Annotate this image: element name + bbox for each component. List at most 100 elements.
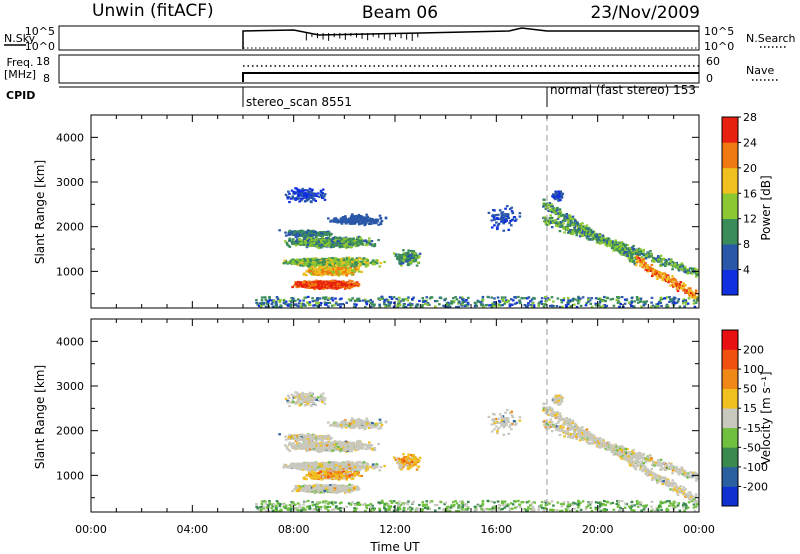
power-cell — [319, 263, 323, 266]
power-cell — [296, 284, 300, 287]
power-cell — [615, 245, 619, 248]
power-cell — [560, 214, 563, 217]
freq-tick-bottom: 8 — [43, 72, 50, 85]
power-cell — [606, 243, 610, 246]
power-cell — [579, 230, 582, 234]
power-cell — [293, 262, 296, 265]
power-cell — [306, 244, 309, 247]
power-cell — [320, 236, 324, 239]
power-cell — [343, 261, 347, 264]
power-cell — [632, 260, 635, 264]
power-cell — [342, 263, 345, 266]
power-cell — [303, 263, 306, 267]
power-cell — [510, 206, 514, 209]
power-cell — [366, 259, 369, 262]
power-cell — [557, 213, 561, 216]
power-cell — [349, 218, 352, 221]
power-cell — [511, 211, 515, 215]
power-cell — [510, 219, 514, 222]
power-cell — [598, 238, 601, 241]
power-cell — [331, 268, 335, 272]
power-cell — [345, 242, 348, 246]
power-cell — [305, 261, 308, 264]
power-cell — [317, 195, 321, 198]
power-cell — [502, 219, 506, 222]
power-cell — [342, 261, 345, 265]
power-cell — [341, 282, 345, 285]
power-cell — [321, 233, 325, 236]
power-cell — [315, 237, 318, 240]
power-cell — [638, 253, 641, 257]
power-cell — [300, 239, 303, 242]
power-cell — [343, 273, 346, 276]
power-cell — [289, 197, 293, 200]
power-cell — [584, 225, 587, 228]
power-cell — [414, 259, 417, 262]
power-cell — [371, 217, 374, 221]
power-cell — [328, 273, 332, 276]
power-cell — [365, 213, 368, 216]
power-cell — [302, 230, 305, 233]
power-cell — [299, 197, 303, 200]
power-cell — [558, 220, 562, 224]
power-cell — [410, 260, 413, 264]
power-cell — [598, 233, 601, 237]
power-cell — [642, 252, 646, 255]
power-cell — [307, 260, 311, 263]
power-cell — [336, 272, 339, 275]
power-cell — [321, 285, 324, 288]
power-cell — [321, 238, 325, 241]
power-cell — [306, 189, 310, 192]
power-cell — [632, 244, 635, 248]
power-cell — [341, 220, 345, 224]
power-cell — [493, 224, 496, 227]
power-cell — [508, 222, 511, 225]
power-cell — [336, 241, 340, 245]
power-cell — [568, 214, 571, 217]
power-cell — [323, 198, 327, 201]
power-cell — [375, 218, 378, 221]
power-cell — [376, 220, 379, 223]
power-cell — [614, 239, 617, 242]
power-cell — [626, 254, 629, 257]
power-cell — [550, 216, 554, 220]
power-cell — [620, 244, 623, 247]
power-cell — [290, 189, 294, 192]
power-cell — [362, 257, 366, 260]
power-cell — [305, 197, 309, 201]
power-cell — [639, 264, 642, 267]
power-cell — [416, 261, 420, 264]
power-cell — [317, 240, 321, 243]
power-cell — [323, 261, 327, 264]
power-cell — [401, 254, 404, 257]
power-cell — [566, 223, 570, 226]
power-cell — [328, 244, 332, 248]
power-cell — [631, 246, 634, 249]
power-cell — [614, 243, 617, 246]
power-cell — [288, 200, 291, 204]
power-cell — [375, 262, 379, 265]
power-cell — [301, 189, 305, 192]
power-cell — [644, 257, 648, 260]
power-cell — [493, 217, 497, 221]
power-cell — [396, 256, 399, 259]
power-cell — [627, 248, 630, 251]
power-cell — [355, 265, 359, 268]
power-cell — [301, 281, 305, 284]
power-cell — [286, 197, 290, 200]
power-cell — [317, 232, 320, 235]
power-cell — [309, 284, 312, 287]
power-cell — [613, 241, 617, 245]
power-cell — [577, 229, 581, 232]
power-cell — [412, 249, 415, 253]
power-cell — [332, 272, 336, 275]
power-cell — [500, 218, 504, 221]
power-cell — [612, 248, 616, 251]
power-cell — [621, 242, 625, 245]
power-cell — [409, 249, 413, 253]
power-cell — [573, 218, 577, 221]
power-cell — [404, 254, 408, 257]
power-cell — [297, 194, 301, 197]
power-cell — [549, 221, 553, 224]
power-cell — [496, 217, 500, 221]
